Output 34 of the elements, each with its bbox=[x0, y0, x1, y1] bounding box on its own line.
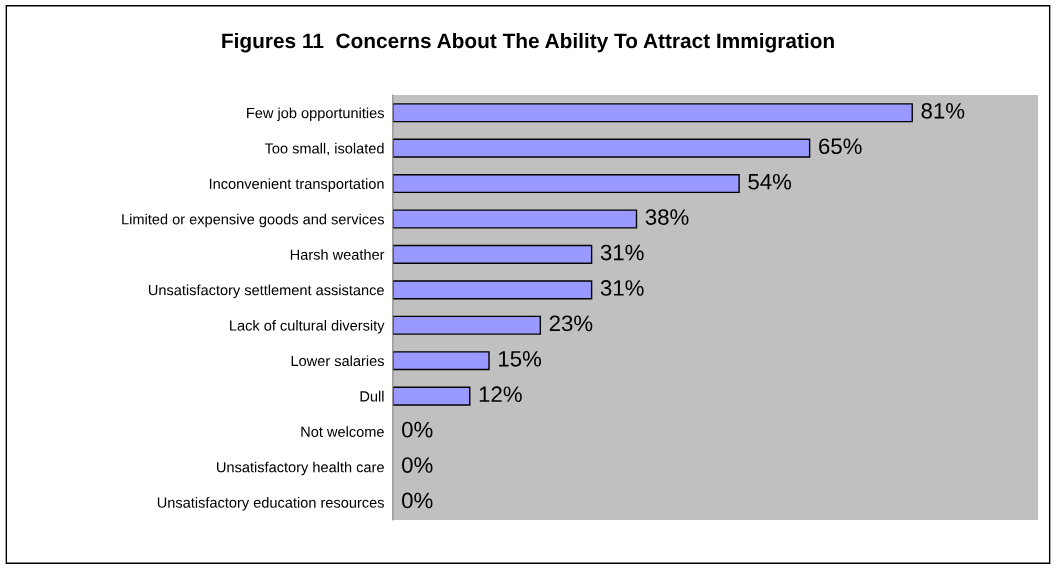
y-tick-label: Lack of cultural diversity bbox=[230, 319, 385, 334]
data-label: 31% bbox=[600, 244, 644, 261]
bar bbox=[392, 174, 740, 194]
bar bbox=[392, 351, 490, 371]
data-label: 38% bbox=[645, 209, 689, 225]
y-tick-label: Dull bbox=[360, 390, 384, 402]
data-label: 0% bbox=[402, 492, 433, 509]
y-tick-label: Limited or expensive goods and services bbox=[122, 213, 384, 228]
bar bbox=[392, 315, 542, 335]
bar bbox=[392, 209, 638, 229]
y-tick-label: Harsh weather bbox=[290, 249, 385, 260]
y-tick-label: Too small, isolated bbox=[264, 142, 384, 156]
bar bbox=[392, 244, 593, 264]
data-label: 0% bbox=[402, 457, 433, 473]
y-tick-label: Lower salaries bbox=[291, 355, 384, 367]
bar bbox=[392, 280, 593, 300]
data-label: 0% bbox=[402, 421, 433, 438]
data-label: 15% bbox=[499, 351, 542, 367]
y-tick-label: Unsatisfactory health care bbox=[217, 461, 384, 476]
data-label: 23% bbox=[549, 315, 593, 332]
chart-title: Figures 11 Concerns About The Ability To Attract Immigration bbox=[222, 32, 834, 53]
y-tick-label: Not welcome bbox=[301, 426, 384, 437]
bar bbox=[392, 103, 913, 123]
y-tick-label: Unsatisfactory settlement assistance bbox=[148, 284, 384, 299]
y-tick-label: Unsatisfactory education resources bbox=[157, 497, 384, 511]
data-label: 12% bbox=[479, 386, 522, 402]
data-label: 65% bbox=[819, 138, 862, 155]
bar bbox=[392, 138, 811, 158]
bar bbox=[392, 386, 471, 406]
y-tick-label: Few job opportunities bbox=[247, 107, 384, 122]
data-label: 54% bbox=[748, 173, 792, 190]
data-label: 31% bbox=[600, 280, 644, 296]
data-label: 81% bbox=[921, 102, 965, 119]
y-tick-label: Inconvenient transportation bbox=[209, 178, 384, 192]
